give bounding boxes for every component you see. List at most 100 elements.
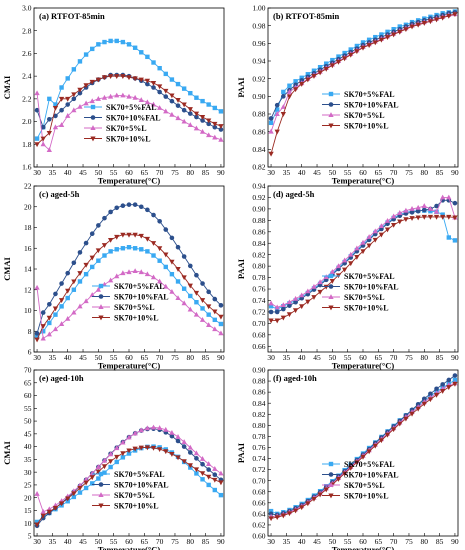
data-point [169,452,175,457]
data-point [65,295,70,301]
data-point [114,74,120,80]
data-point [341,471,348,477]
data-point [175,103,181,108]
data-point [391,27,396,32]
data-point [107,277,114,283]
data-point [403,207,409,213]
y-tick-label: 8 [28,327,32,336]
series-1 [268,9,458,126]
data-point [145,54,150,60]
data-point [199,471,206,477]
x-tick-label: 65 [375,353,383,362]
data-point [120,451,126,457]
x-axis-label: Temperature(°C) [332,361,395,371]
y-tick-label: 3.0 [22,4,32,13]
data-point [280,315,286,321]
legend-marker [328,482,334,487]
data-point [427,397,434,403]
data-point [188,293,193,299]
series-4 [268,214,458,324]
data-point [317,64,323,70]
data-point [58,96,65,102]
x-tick-label: 45 [313,168,321,177]
chart-panel-5: 30 35 40 45 50 55 60 65 70 75 80 85 90 5 10 15 20 25 30 35 4… [2,366,225,550]
data-point [268,300,274,306]
data-point [212,477,218,483]
data-point [120,439,126,445]
data-point [181,254,187,259]
data-point [95,248,101,254]
data-point [194,114,199,120]
data-point [126,202,132,207]
x-tick-label: 55 [110,353,118,362]
data-point [120,270,126,276]
data-point [102,39,107,45]
data-point [126,448,132,454]
data-point [65,288,71,294]
x-tick-label: 85 [436,168,444,177]
data-point [200,461,205,467]
y-tick-label: 0.70 [252,476,265,485]
data-point [71,287,77,292]
data-point [268,128,274,134]
data-point [150,80,157,86]
data-point [34,142,40,148]
data-point [323,66,329,72]
data-point [421,203,427,209]
x-tick-label: 30 [33,168,41,177]
y-tick-label: 0.82 [252,410,265,419]
series-line [270,13,456,154]
data-point [59,85,64,90]
data-point [274,111,280,116]
data-point [89,292,95,297]
data-point [348,261,354,267]
data-point [212,326,218,332]
legend-label: SK70+5%L [114,491,155,500]
data-point [428,391,433,397]
data-point [452,12,458,18]
data-point [292,508,299,514]
data-point [169,271,175,277]
data-point [378,223,385,229]
data-point [101,464,108,470]
data-point [83,240,89,246]
y-tick-label: 12 [24,285,32,294]
data-point [409,411,415,417]
data-point [175,81,181,87]
y-tick-label: 0.80 [252,421,265,430]
data-point [151,253,156,258]
x-tick-label: 35 [283,168,291,177]
y-tick-label: 35 [24,455,32,464]
data-point [274,107,280,112]
data-point [187,122,193,127]
data-point [415,22,421,28]
data-point [132,76,138,82]
x-tick-label: 60 [125,537,133,546]
data-point [403,416,409,422]
x-tick-label: 90 [217,168,225,177]
data-point [89,231,95,237]
data-point [206,482,211,488]
y-tick-label: 0.72 [252,308,265,317]
data-point [65,496,71,502]
data-point [120,39,126,45]
x-tick-label: 60 [359,353,367,362]
data-point [187,450,193,455]
data-point [440,382,445,387]
x-axis-label: Temperature(°C) [332,545,395,550]
data-point [101,75,108,81]
data-point [181,300,187,306]
x-tick-label: 80 [421,537,429,546]
y-tick-label: 0.86 [252,388,265,397]
legend-label: SK70+5%FAL [114,282,165,291]
data-point [89,475,95,481]
data-point [114,205,120,211]
data-point [193,125,200,131]
data-point [139,247,144,252]
x-tick-label: 90 [217,537,225,546]
data-point [341,257,348,263]
data-point [150,445,157,451]
data-point [138,445,144,451]
data-point [120,232,126,238]
